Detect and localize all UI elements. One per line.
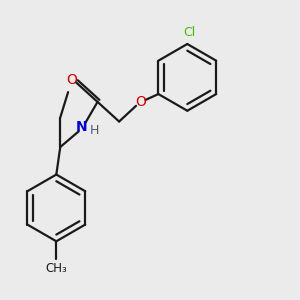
Text: Cl: Cl <box>183 26 195 39</box>
Text: O: O <box>135 95 146 109</box>
Text: O: O <box>66 73 77 87</box>
Text: H: H <box>90 124 99 137</box>
Text: N: N <box>76 120 88 134</box>
Text: CH₃: CH₃ <box>45 262 67 275</box>
